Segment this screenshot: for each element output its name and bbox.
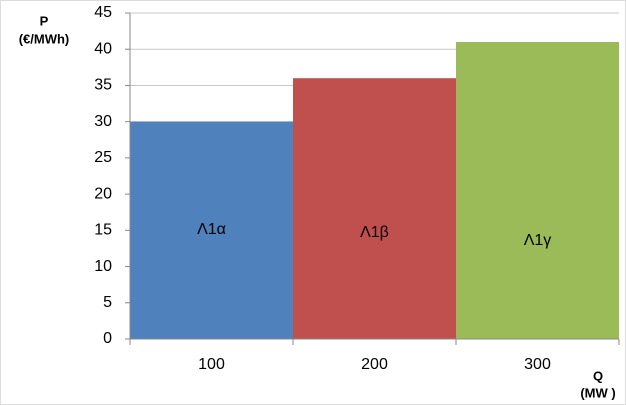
y-tick-label: 35 bbox=[94, 77, 112, 94]
y-tick-label: 30 bbox=[94, 113, 112, 130]
bar bbox=[456, 41, 619, 339]
x-tick-label: 200 bbox=[361, 356, 388, 373]
y-tick-label: 20 bbox=[94, 185, 112, 202]
bar-label: Λ1β bbox=[360, 224, 389, 241]
y-axis-unit: (€/MWh) bbox=[19, 31, 70, 46]
y-tick-label: 10 bbox=[94, 258, 112, 275]
y-tick-label: 25 bbox=[94, 149, 112, 166]
x-tick-label: 300 bbox=[524, 356, 551, 373]
bar bbox=[293, 78, 456, 339]
x-tick-label: 100 bbox=[198, 356, 225, 373]
x-axis-label: Q bbox=[593, 368, 603, 383]
y-tick-label: 45 bbox=[94, 4, 112, 21]
y-tick-label: 15 bbox=[94, 222, 112, 239]
bar-label: Λ1γ bbox=[524, 232, 552, 249]
bar-label: Λ1α bbox=[197, 221, 226, 238]
bar bbox=[130, 121, 293, 340]
y-tick-label: 5 bbox=[103, 294, 112, 311]
x-axis-unit: (MW ) bbox=[580, 385, 615, 400]
y-tick-label: 40 bbox=[94, 40, 112, 57]
y-tick-label: 0 bbox=[103, 330, 112, 347]
y-axis-label: P bbox=[40, 13, 49, 28]
